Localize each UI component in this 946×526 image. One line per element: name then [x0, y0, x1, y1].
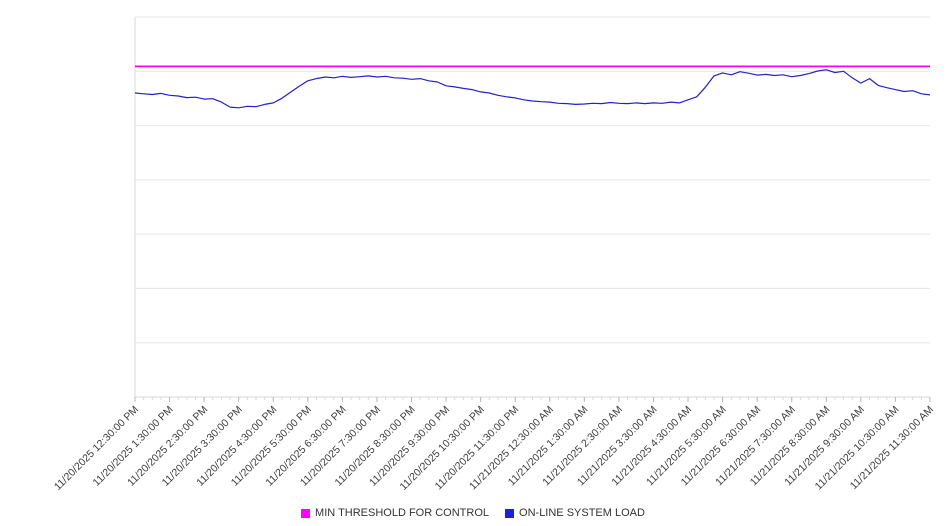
legend-marker-system-load [505, 508, 515, 518]
legend-item-min-threshold[interactable]: MIN THRESHOLD FOR CONTROL [301, 507, 489, 519]
chart-legend: MIN THRESHOLD FOR CONTROL ON-LINE SYSTEM… [0, 507, 946, 519]
legend-label-system-load: ON-LINE SYSTEM LOAD [519, 507, 645, 519]
series-system-load-line [134, 69, 931, 109]
legend-label-min-threshold: MIN THRESHOLD FOR CONTROL [315, 507, 490, 519]
legend-item-system-load[interactable]: ON-LINE SYSTEM LOAD [505, 507, 645, 519]
legend-marker-min-threshold [301, 508, 311, 518]
